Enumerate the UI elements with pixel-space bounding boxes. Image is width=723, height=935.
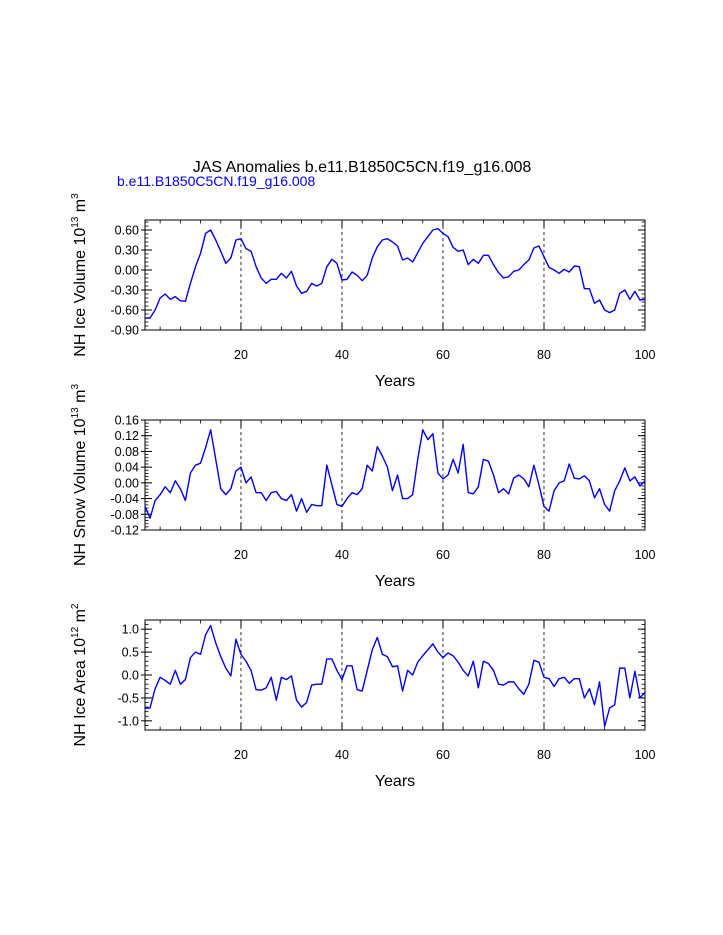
plot-frame	[144, 619, 646, 731]
ytick-label: 0.60	[115, 224, 139, 238]
ytick-label: 0.00	[115, 476, 139, 490]
xtick-label: 40	[335, 548, 349, 562]
ytick-label: 0.0	[122, 669, 139, 683]
panels: 0.60 0.30 0.00 -0.30 -0.60 -0.90 20 40 60 80 100 Ye…	[70, 193, 655, 790]
series-line	[145, 227, 646, 319]
y-axis-title: NH Ice Area 1012 m2	[70, 603, 89, 746]
y-axis-title: NH Ice Volume 1013 m3	[70, 193, 89, 357]
ytick-label: -0.30	[111, 284, 140, 298]
ytick-label: 0.04	[115, 461, 139, 475]
panel-nh-ice-volume: 0.60 0.30 0.00 -0.30 -0.60 -0.90 20 40 60 80 100 Ye…	[70, 193, 655, 390]
series-legend-label: b.e11.B1850C5CN.f19_g16.008	[117, 173, 315, 189]
xtick-label: 40	[335, 348, 349, 362]
figure-title: JAS Anomalies b.e11.B1850C5CN.f19_g16.00…	[193, 159, 532, 176]
ytick-label: -0.04	[111, 492, 140, 506]
ytick-label: 0.16	[115, 414, 139, 428]
ytick-label: -0.60	[111, 304, 140, 318]
y-axis-title: NH Snow Volume 1013 m3	[70, 384, 89, 567]
xtick-label: 100	[635, 348, 656, 362]
xtick-label: 20	[234, 748, 248, 762]
ytick-label: -0.90	[111, 324, 140, 338]
ytick-label: -1.0	[117, 714, 139, 728]
x-axis-title: Years	[375, 373, 415, 390]
ytick-label: 1.0	[122, 623, 139, 637]
xtick-label: 100	[635, 748, 656, 762]
plot-frame	[144, 219, 646, 331]
ytick-label: -0.08	[111, 508, 140, 522]
series-line	[145, 624, 646, 728]
x-axis-title: Years	[375, 573, 415, 590]
plot-frame	[144, 419, 646, 531]
xtick-label: 80	[537, 348, 551, 362]
xtick-label: 20	[234, 548, 248, 562]
x-axis-title: Years	[375, 773, 415, 790]
panel-nh-snow-volume: 0.160.12 0.08 0.040.00 -0.04 -0.08 -0.12 20 40 6…	[70, 384, 655, 590]
xtick-label: 80	[537, 748, 551, 762]
xtick-label: 60	[436, 348, 450, 362]
ytick-label: 0.30	[115, 244, 139, 258]
ytick-label: 0.00	[115, 264, 139, 278]
series-line	[144, 429, 646, 519]
xtick-label: 20	[234, 348, 248, 362]
panel-nh-ice-area: 1.0 0.5 0.0 -0.5 -1.0 20 40 60 80 100 Years NH Ice …	[70, 603, 655, 790]
ytick-label: -0.12	[111, 524, 140, 538]
ytick-label: 0.08	[115, 445, 139, 459]
xtick-label: 100	[635, 548, 656, 562]
xtick-label: 80	[537, 548, 551, 562]
xtick-label: 40	[335, 748, 349, 762]
ytick-label: -0.5	[117, 691, 139, 705]
xtick-label: 60	[436, 748, 450, 762]
xtick-label: 60	[436, 548, 450, 562]
ytick-label: 0.12	[115, 429, 139, 443]
ytick-label: 0.5	[122, 646, 139, 660]
